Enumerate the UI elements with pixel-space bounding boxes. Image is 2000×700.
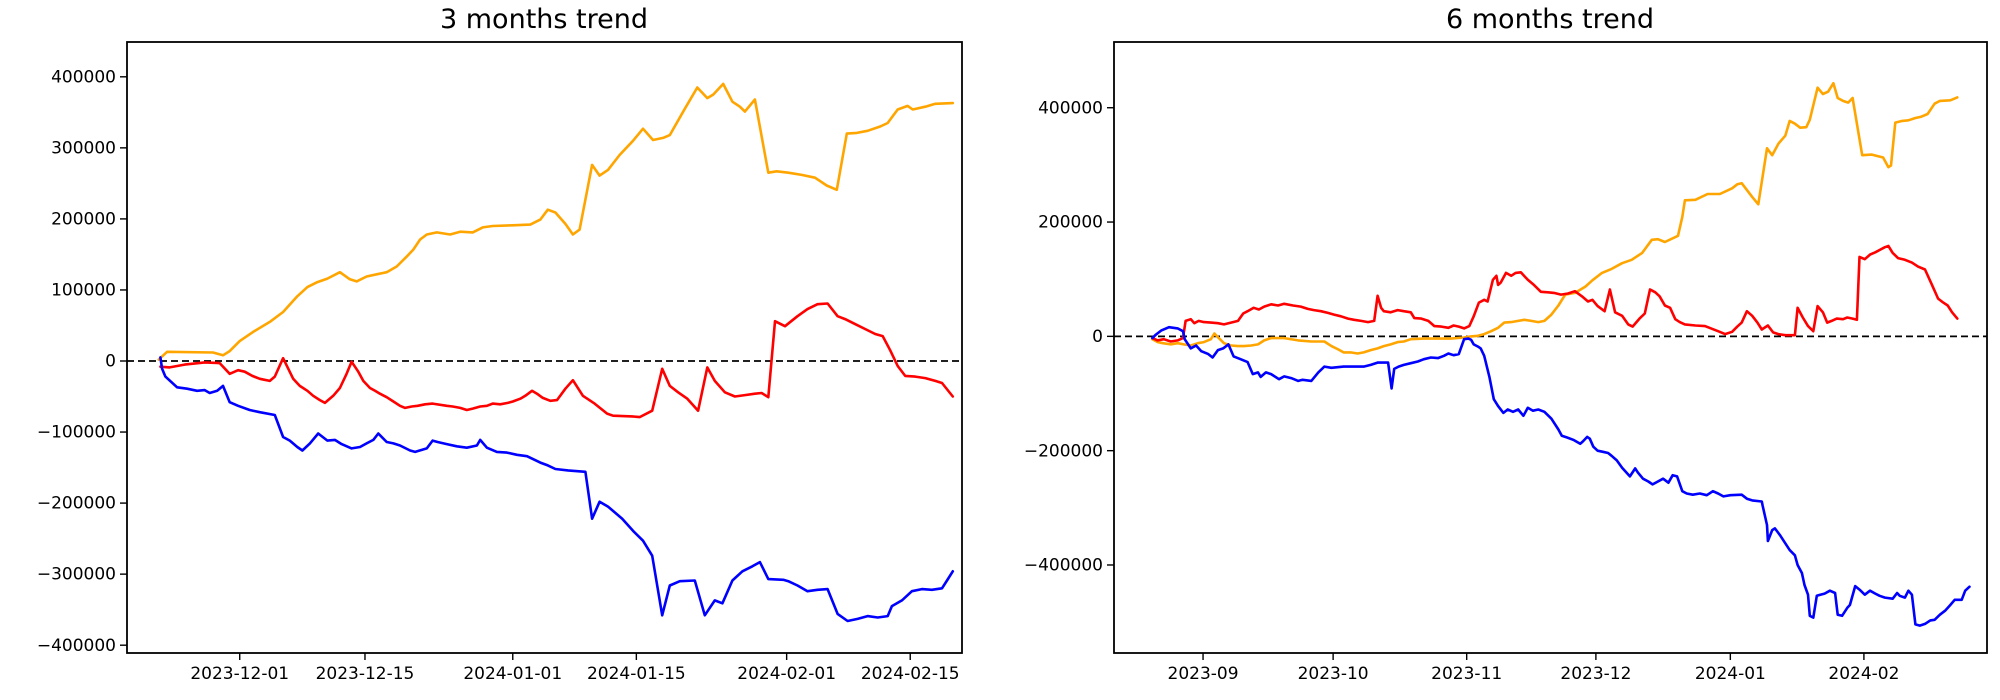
series-line-red [159,302,955,419]
y-tick-label: 200000 [51,210,116,230]
plot-border [1113,41,1988,654]
chart-title-3-months: 3 months trend [440,4,648,35]
y-tick-label: −400000 [37,636,116,656]
y-tick-label: 400000 [1038,98,1103,118]
y-tick-label: 300000 [51,138,116,158]
x-tick-label: 2023-12-15 [316,664,415,684]
series-line-orange [157,82,955,361]
series-line-orange [1151,81,1959,355]
x-tick-label: 2024-02 [1828,664,1899,684]
x-tick-label: 2024-02-01 [737,664,836,684]
y-tick-label: 400000 [51,67,116,87]
series-line-blue [159,356,955,623]
x-tick-label: 2023-10 [1298,664,1369,684]
y-tick-label: −400000 [1024,556,1103,576]
x-tick-label: 2023-09 [1168,664,1239,684]
y-tick-label: 100000 [51,281,116,301]
chart-title-6-months: 6 months trend [1446,4,1654,35]
x-tick-label: 2024-01-15 [587,664,686,684]
y-tick-label: 200000 [1038,213,1103,233]
x-tick-label: 2024-01 [1695,664,1766,684]
x-tick-label: 2024-02-15 [861,664,960,684]
series-line-red [1151,244,1959,343]
y-tick-label: −200000 [1024,441,1103,461]
y-tick-label: −300000 [37,565,116,585]
y-tick-label: 0 [1092,327,1103,347]
y-tick-label: −200000 [37,494,116,514]
y-tick-label: −100000 [37,423,116,443]
plot-border [126,41,963,654]
series-line-blue [1151,325,1971,627]
x-tick-label: 2024-01-01 [463,664,562,684]
chart-canvas-3-months: 400000 300000 200000 100000 0 −100000 −200000 −… [37,41,963,684]
x-tick-label: 2023-11 [1431,664,1502,684]
y-tick-label: 0 [105,352,116,372]
x-tick-label: 2023-12 [1560,664,1631,684]
x-tick-label: 2023-12-01 [190,664,289,684]
chart-canvas-6-months: 400000 200000 0 −200000 −400000 2023-09 2023-1… [1024,41,1988,684]
